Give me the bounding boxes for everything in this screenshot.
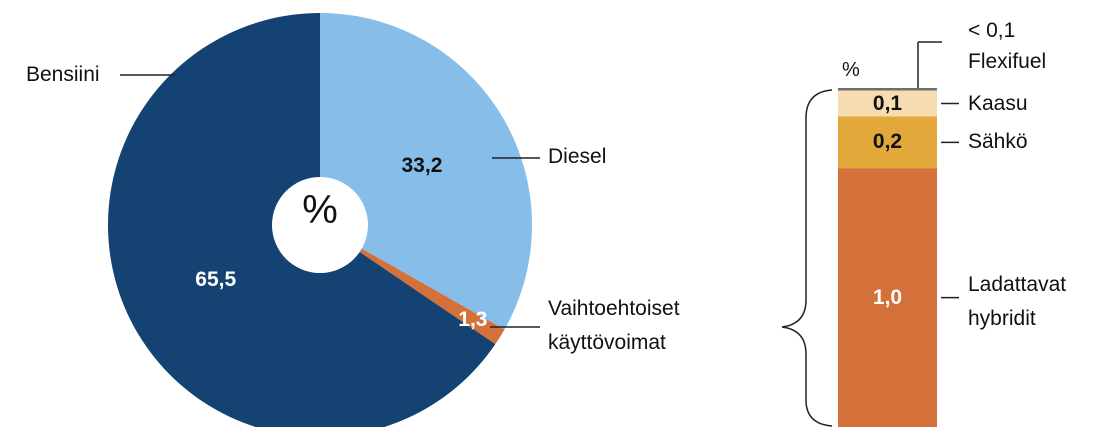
- pie-slice: [320, 225, 505, 345]
- pie-value-label: 1,3: [458, 308, 488, 331]
- pie-hole: [272, 177, 368, 273]
- bar-segment: [838, 90, 937, 117]
- pie-category-label: Vaihtoehtoiset käyttövoimat: [548, 297, 680, 354]
- bar-segment: [838, 88, 937, 91]
- pie-slice: [320, 13, 532, 330]
- pie-value-label: 65,5: [195, 268, 237, 292]
- bar-value-label: 0,2: [872, 130, 903, 154]
- pie-category-label: Bensiini: [26, 63, 100, 86]
- pie-value-label: 33,2: [401, 153, 443, 177]
- bar-category-label: Ladattavat hybridit: [968, 272, 1067, 330]
- pie-category-label: Diesel: [548, 145, 607, 168]
- bar-category-label: Flexifuel: [968, 50, 1047, 73]
- bar-value-label: 1,0: [872, 285, 903, 309]
- bar-segment: [838, 116, 937, 169]
- bar-unit-label: %: [842, 59, 860, 81]
- bar-category-label: Kaasu: [968, 91, 1028, 115]
- bar-value-label: < 0,1: [968, 19, 1016, 42]
- bar-segment: [838, 168, 937, 427]
- bar-value-label: 0,1: [872, 91, 903, 115]
- brace: [781, 89, 833, 427]
- pie-center-label: %: [302, 188, 338, 232]
- bar-category-label: Sähkö: [968, 130, 1028, 154]
